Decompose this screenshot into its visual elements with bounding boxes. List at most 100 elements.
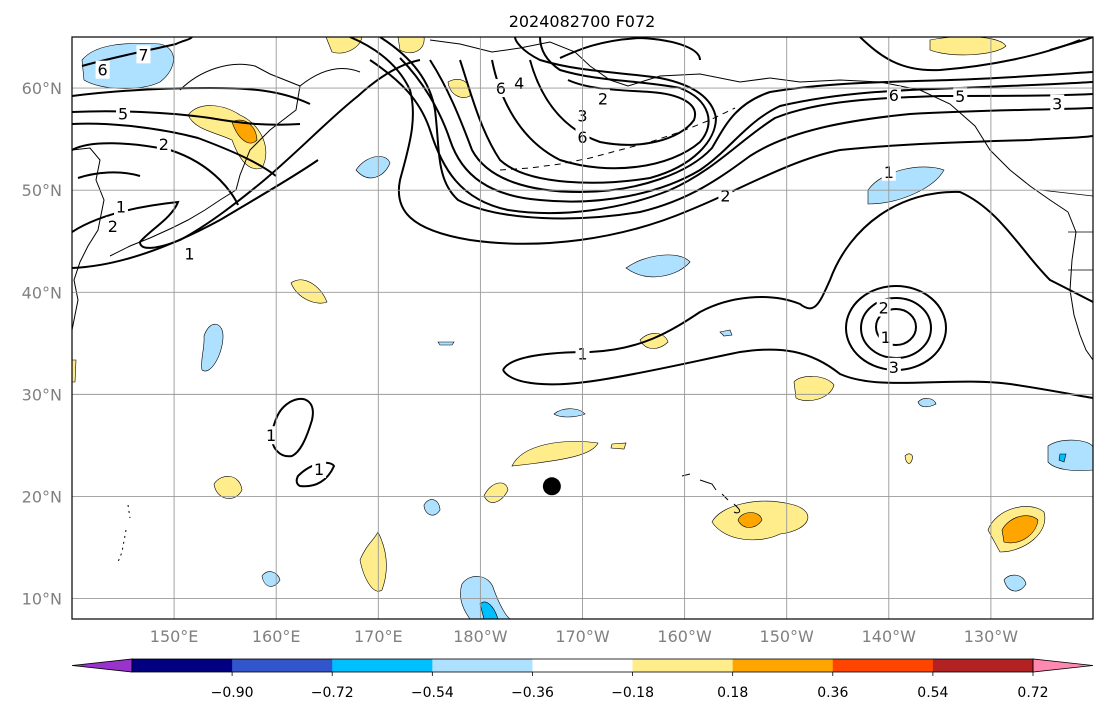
lon-tick-label: 150°E [150,627,199,646]
colorbar-bin [232,659,333,672]
coastline-kamchatka [179,63,301,191]
shade-patch-blue [261,571,281,587]
contour-label: 5 [118,105,128,124]
colorbar-bin [632,659,734,672]
shade-patch-blue [1003,574,1027,592]
shade-patch-orange [1001,515,1039,544]
contour-label-bg [136,45,151,64]
contour-line [529,59,697,146]
colorbar: −0.90 −0.72 −0.54 −0.36 −0.18 0.18 0.36 0.54 0.7… [71,658,1094,701]
contour-label-bg [114,197,129,216]
contour-label-bg [116,104,131,123]
lon-tick-label: 160°E [252,627,301,646]
contour-label: 3 [1052,94,1062,113]
shade-patch-blue [201,323,224,372]
lon-tick-label: 170°W [555,627,610,646]
lon-tick-label: 180°W [453,627,508,646]
lat-tick-label: 60°N [22,79,62,98]
contour-line [349,37,1093,245]
contour-line [72,59,421,249]
contour-line [1049,37,1093,51]
contour-label: 1 [116,197,126,216]
lat-tick-label: 10°N [22,590,62,609]
contour-label: 7 [138,45,148,64]
colorbar-frame [131,658,1034,673]
contour-label-bg [156,135,171,154]
contour-label: 6 [496,79,506,98]
colorbar-bin [732,659,834,672]
shade-patch-blue [625,254,691,277]
contour-line [859,37,1081,72]
shade-patch-yellow [639,333,669,349]
shade-patch-blue [1047,439,1093,472]
contour-label-bg [876,298,891,317]
contour-label-bg [1050,94,1065,113]
contour-label-bg [512,73,527,92]
contour-label-bg [312,459,327,478]
coastline-alaska-south [769,77,1069,213]
contour-label-bg [264,426,279,445]
contour-line [77,171,141,179]
colorbar-bin [832,659,934,672]
coastline-pacific-atolls [117,504,131,563]
shade-patch-yellow [904,453,913,464]
lat-tick-label: 20°N [22,487,62,506]
shade-patch-blue [719,329,733,337]
contour-line [502,190,1093,371]
anomaly-shading [72,37,1093,619]
contour-label: 2 [879,299,889,318]
coastline-asia [72,147,105,331]
colorbar-bin [132,659,233,672]
colorbar-bin [532,659,634,672]
contour-label: 1 [184,244,194,263]
coastline-alaska-west [429,39,771,87]
coastline-kamchatka-east [299,68,361,87]
contour-label: 1 [314,460,324,479]
colorbar-tick-label: −0.90 [211,685,254,701]
contour-line [81,37,193,67]
shade-patch-blue [917,398,937,408]
contour-label-bg [886,86,901,105]
shade-patch-orange [231,119,258,144]
shade-patch-yellow [290,279,328,304]
shade-patch-yellow [359,531,387,592]
latitude-axis: 10°N 20°N 30°N 40°N 50°N 60°N [22,79,62,609]
colorbar-extend-low [71,658,133,673]
contour-label-bg [182,244,197,263]
contour-label-bg [95,60,110,79]
lon-tick-label: 140°W [862,627,917,646]
longitude-axis: 150°E 160°E 170°E 180°W 170°W 160°W 150°W 140°W… [150,627,1018,646]
coastline-kuril-islands [109,189,237,257]
shade-patch-blue [437,341,455,346]
contour-line [72,159,319,269]
lat-tick-label: 30°N [22,385,62,404]
shade-patch-yellow [511,441,599,467]
shade-patch-yellow [610,442,627,450]
lon-tick-label: 130°W [964,627,1019,646]
shade-patch-yellow [929,37,1007,56]
contour-line [559,37,701,61]
contour-label: 3 [889,358,899,377]
shade-patch-yellow [483,482,509,503]
state-borders [1039,189,1093,271]
lon-tick-label: 150°W [760,627,815,646]
colorbar-tick-label: 0.72 [1017,685,1048,701]
contour-label-bg [953,87,968,106]
contour-label: 2 [720,186,730,205]
contour-label: 1 [266,426,276,445]
colorbar-bin [432,659,533,672]
colorbar-bin [932,659,1034,672]
coastline-hawaii [681,473,741,514]
contour-label: 6 [889,86,899,105]
contour-line [459,37,718,184]
contour-line [369,59,1093,215]
contour-lines [72,37,1093,488]
colorbar-tick-label: −0.72 [311,685,354,701]
contour-line [379,37,1093,220]
coastlines [72,39,1093,563]
contour-label-bg [595,89,610,108]
contour-label: 4 [514,74,524,93]
contour-line [72,110,301,126]
